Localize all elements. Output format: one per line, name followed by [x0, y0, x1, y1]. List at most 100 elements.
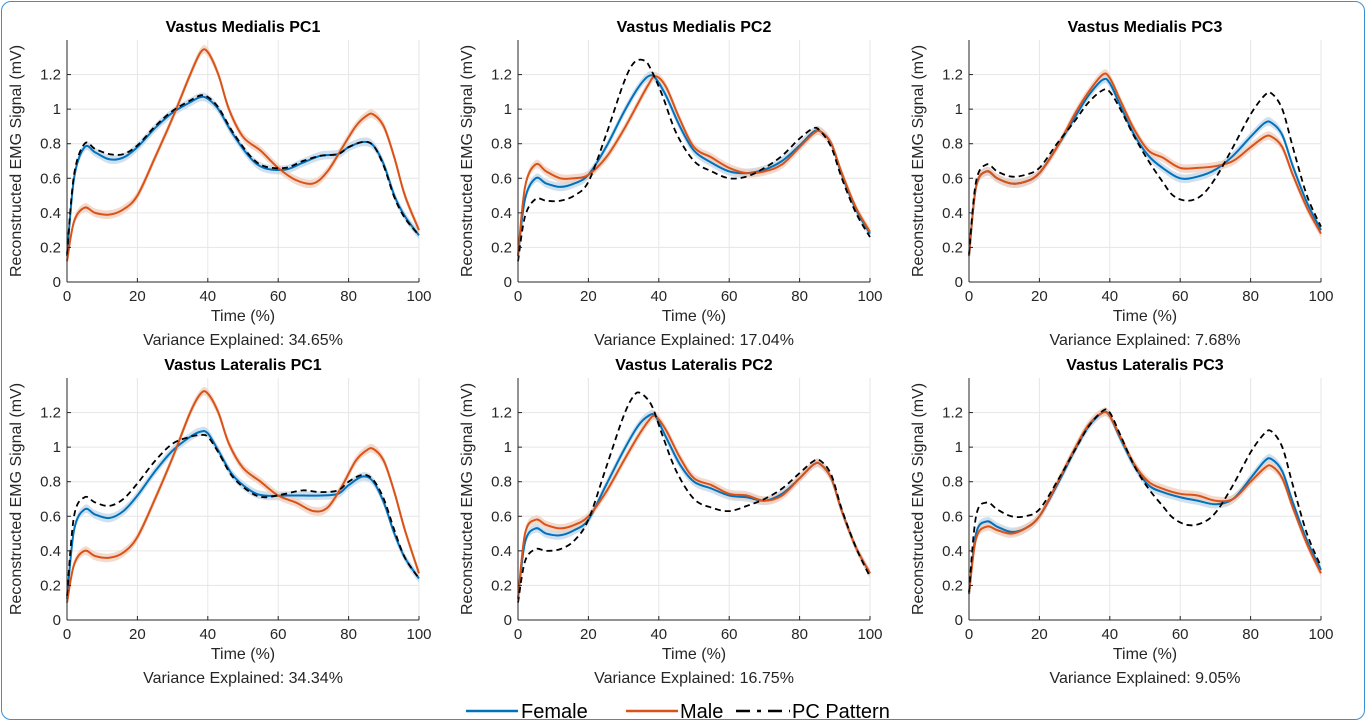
confidence-band-male: [518, 411, 870, 604]
y-tick-label: 1.2: [40, 67, 61, 84]
series-line-pc-pattern: [66, 433, 420, 596]
y-tick-label: 0.8: [491, 136, 512, 153]
y-tick-label: 0: [504, 274, 512, 291]
x-tick-label: 0: [965, 626, 973, 643]
x-tick-label: 100: [406, 288, 431, 305]
y-tick-label: 0.4: [942, 543, 963, 560]
chart-panel-5: 0 20 40 60 80 100 0 0.2 0.4 0.6 0.8 1 1.2 Vastus Late…: [459, 357, 883, 687]
y-tick-label: 0.6: [491, 508, 512, 525]
series-line-pc-pattern: [517, 391, 871, 603]
y-tick-label: 0.2: [40, 577, 61, 594]
confidence-band-male: [518, 71, 870, 261]
x-tick-label: 100: [1308, 626, 1333, 643]
legend-label: PC Pattern: [792, 701, 890, 723]
x-tick-label: 20: [580, 288, 597, 305]
x-tick-label: 0: [514, 288, 522, 305]
y-tick-label: 1.2: [491, 67, 512, 84]
y-tick-label: 0.8: [942, 136, 963, 153]
series-line-male: [517, 75, 871, 257]
x-tick-label: 80: [1242, 288, 1259, 305]
y-tick-label: 0.6: [40, 170, 61, 187]
x-tick-label: 20: [129, 626, 146, 643]
x-tick-label: 80: [1242, 626, 1259, 643]
y-axis-label: Reconstructed EMG Signal (mV): [910, 383, 927, 615]
x-axis-label: Time (%): [211, 646, 275, 663]
y-tick-label: 1: [504, 101, 512, 118]
y-tick-label: 0: [955, 612, 963, 629]
chart-title: Vastus Medialis PC3: [1068, 19, 1223, 36]
y-tick-label: 1.2: [942, 67, 963, 84]
variance-explained-label: Variance Explained: 9.05%: [1050, 670, 1241, 687]
confidence-band-female: [518, 70, 870, 261]
legend-label: Male: [680, 701, 723, 723]
x-tick-label: 60: [1172, 288, 1189, 305]
variance-explained-label: Variance Explained: 17.04%: [594, 332, 794, 349]
variance-explained-label: Variance Explained: 34.65%: [143, 332, 343, 349]
x-tick-label: 0: [63, 288, 71, 305]
chart-panel-3: 0 20 40 60 80 100 0 0.2 0.4 0.6 0.8 1 1.2 Vastus Medi…: [910, 19, 1334, 349]
x-tick-label: 40: [650, 288, 667, 305]
legend: Female Male PC Pattern: [466, 701, 890, 723]
confidence-band-male: [67, 386, 419, 608]
series-line-male: [66, 48, 420, 262]
confidence-band-female: [518, 409, 870, 604]
y-tick-label: 1: [955, 439, 963, 456]
series-line-female: [517, 74, 871, 257]
x-tick-label: 60: [721, 626, 738, 643]
y-axis-label: Reconstructed EMG Signal (mV): [8, 45, 25, 277]
x-axis-label: Time (%): [1113, 308, 1177, 325]
series-line-female: [66, 95, 420, 257]
x-tick-label: 20: [1031, 288, 1048, 305]
y-tick-label: 0.2: [491, 577, 512, 594]
confidence-band-male: [969, 407, 1321, 599]
y-tick-label: 0.2: [491, 239, 512, 256]
y-tick-label: 0.4: [40, 205, 61, 222]
series-line-female: [517, 413, 871, 600]
series-line-pc-pattern: [968, 88, 1322, 255]
x-tick-label: 40: [1101, 626, 1118, 643]
x-tick-label: 40: [650, 626, 667, 643]
y-tick-label: 0.6: [942, 170, 963, 187]
series-line-male: [968, 72, 1322, 257]
x-tick-label: 100: [857, 626, 882, 643]
x-tick-label: 80: [791, 626, 808, 643]
legend-label: Female: [521, 701, 588, 723]
series-line-male: [517, 414, 871, 600]
y-tick-label: 0: [955, 274, 963, 291]
x-tick-label: 0: [965, 288, 973, 305]
x-tick-label: 20: [129, 288, 146, 305]
y-tick-label: 0.2: [40, 239, 61, 256]
y-tick-label: 0.4: [491, 205, 512, 222]
confidence-band-female: [969, 74, 1321, 261]
y-tick-label: 0.8: [40, 474, 61, 491]
series-line-female: [968, 77, 1322, 257]
x-tick-label: 0: [514, 626, 522, 643]
confidence-band-male: [969, 69, 1321, 261]
chart-title: Vastus Lateralis PC2: [615, 357, 773, 374]
x-axis-label: Time (%): [662, 646, 726, 663]
chart-title: Vastus Lateralis PC1: [164, 357, 322, 374]
confidence-band-female: [969, 407, 1321, 599]
y-tick-label: 1: [53, 439, 61, 456]
y-tick-label: 0.8: [491, 474, 512, 491]
y-tick-label: 1: [955, 101, 963, 118]
y-tick-label: 0: [53, 274, 61, 291]
x-axis-label: Time (%): [211, 308, 275, 325]
series-line-male: [66, 390, 420, 603]
y-tick-label: 1: [53, 101, 61, 118]
y-axis-label: Reconstructed EMG Signal (mV): [459, 383, 476, 615]
x-tick-label: 20: [580, 626, 597, 643]
variance-explained-label: Variance Explained: 16.75%: [594, 670, 794, 687]
x-tick-label: 40: [1101, 288, 1118, 305]
chart-panel-4: 0 20 40 60 80 100 0 0.2 0.4 0.6 0.8 1 1.2 Vastus Late…: [8, 357, 432, 687]
x-tick-label: 80: [340, 626, 357, 643]
y-tick-label: 0.6: [491, 170, 512, 187]
x-tick-label: 80: [791, 288, 808, 305]
y-tick-label: 0.8: [40, 136, 61, 153]
series-line-female: [66, 430, 420, 600]
y-tick-label: 0.2: [942, 577, 963, 594]
chart-title: Vastus Medialis PC2: [617, 19, 772, 36]
x-tick-label: 0: [63, 626, 71, 643]
